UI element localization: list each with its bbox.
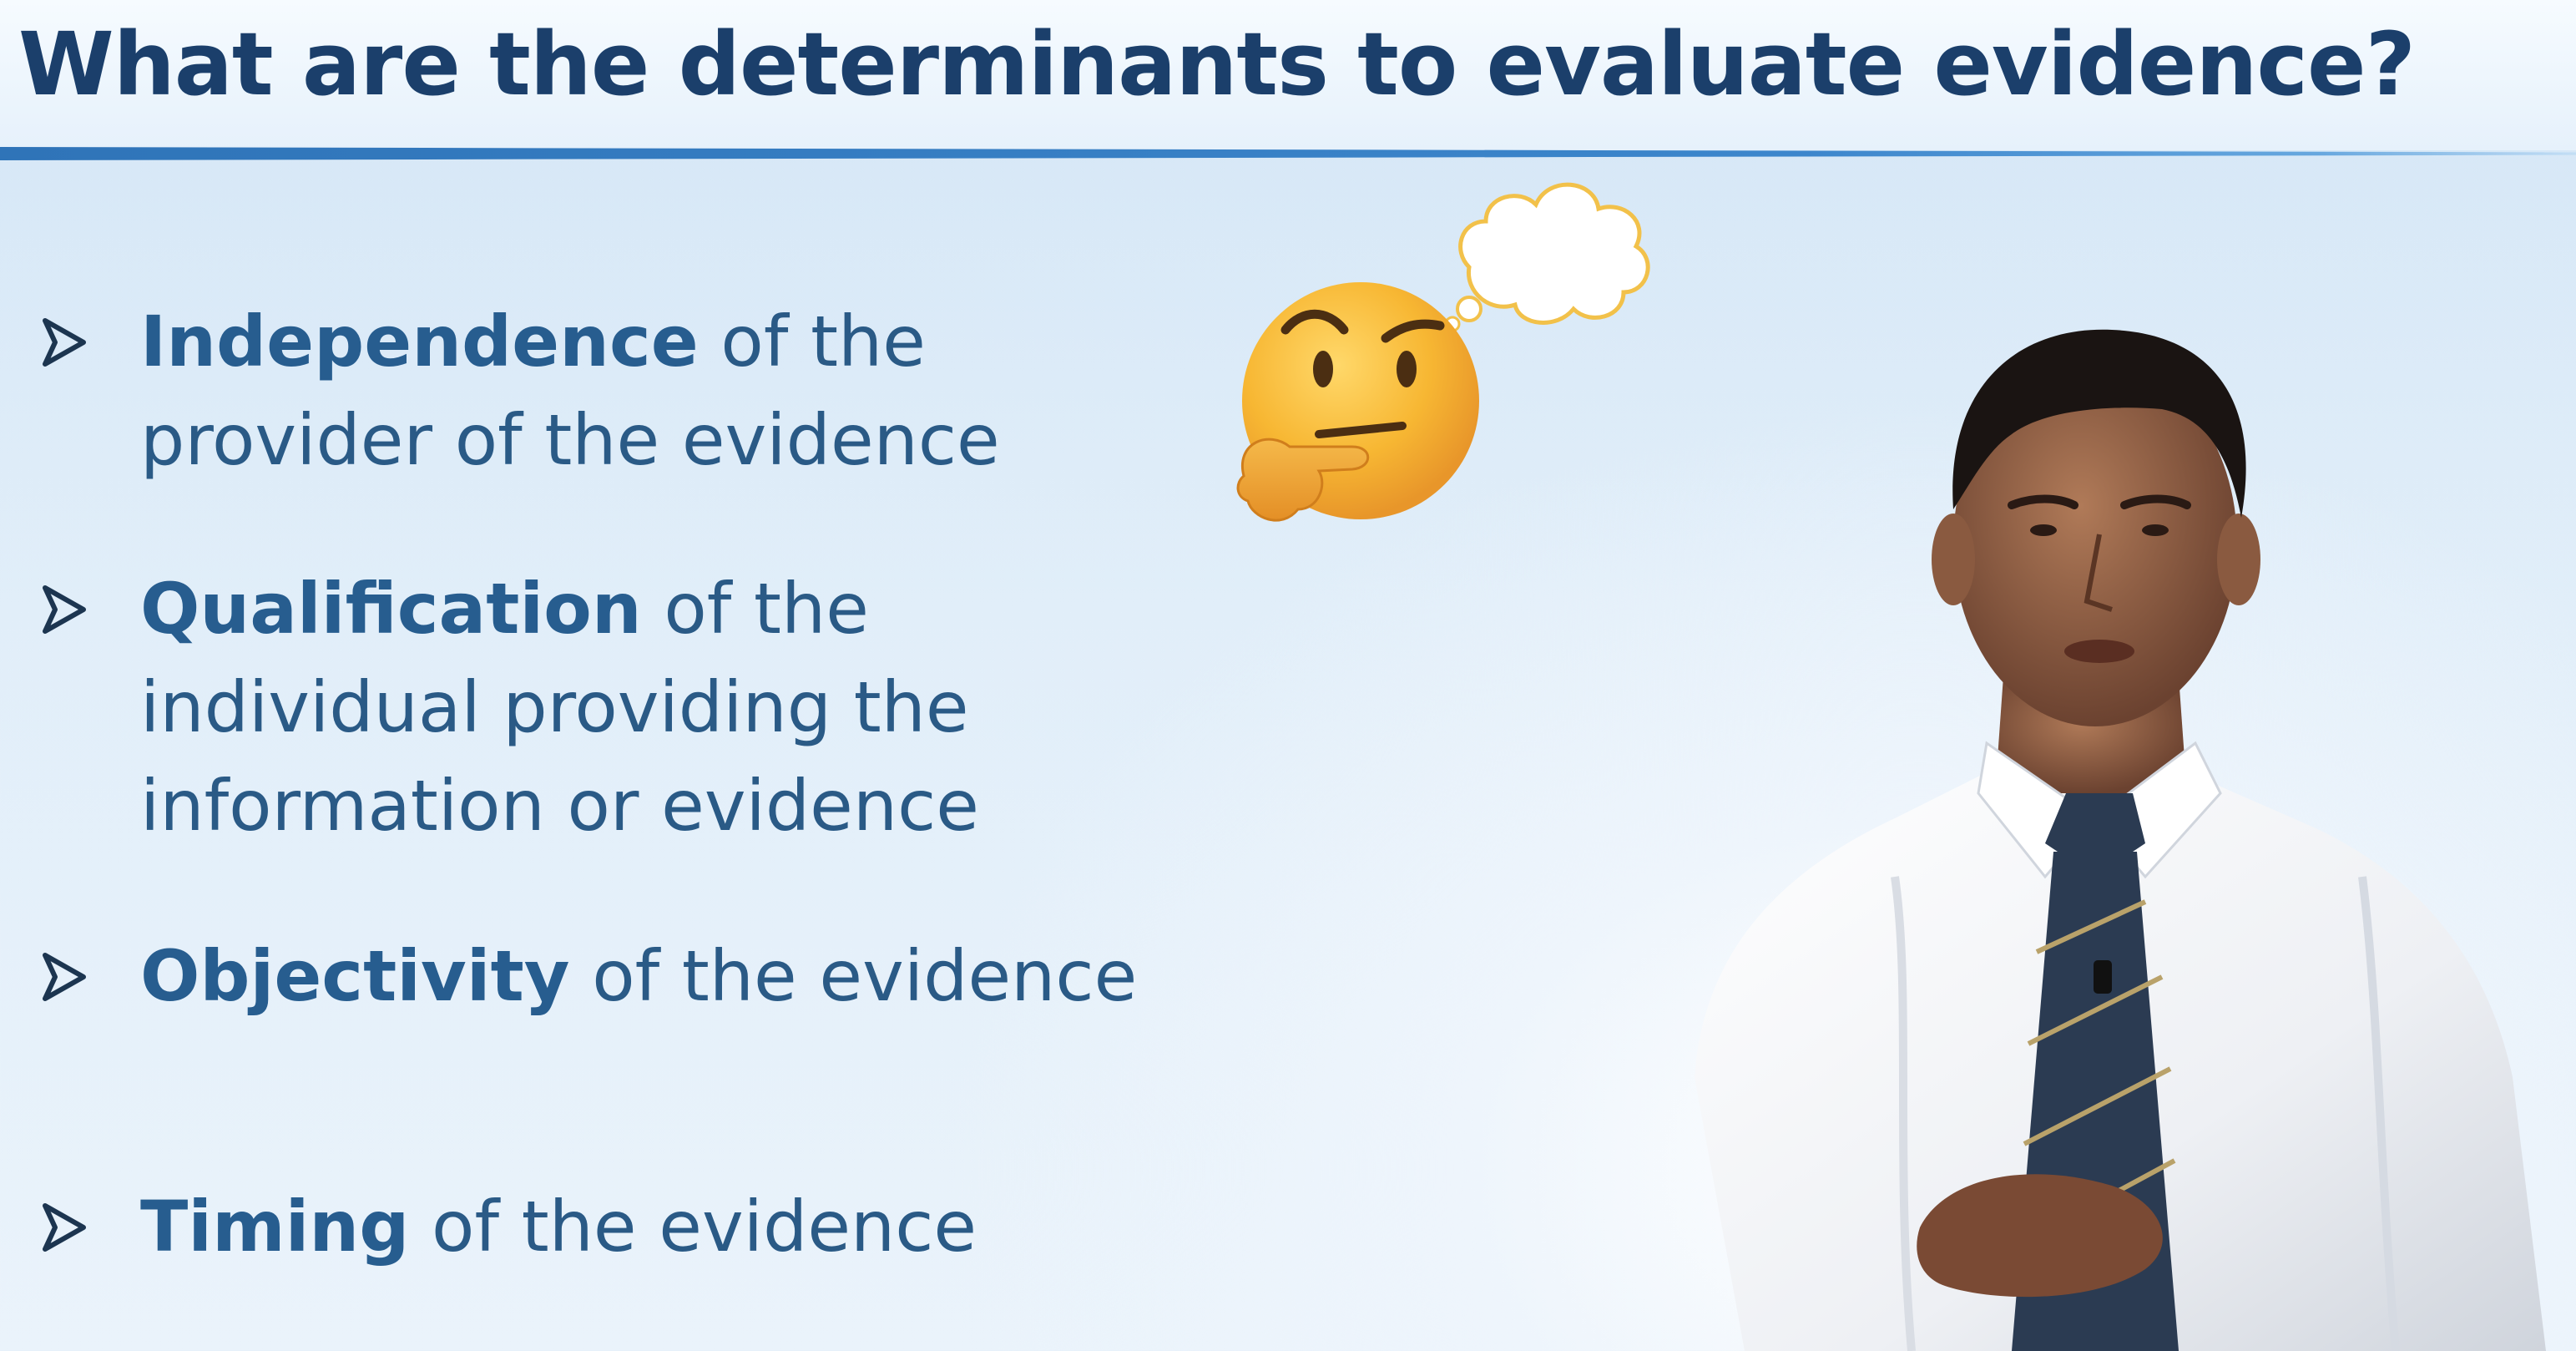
bullet-line: Qualification of the: [140, 559, 869, 658]
presenter-video: [1644, 242, 2576, 1351]
presenter-figure: [1695, 329, 2546, 1351]
bullet-term: Timing: [140, 1186, 410, 1268]
arrow-bullet-icon: [43, 1203, 86, 1252]
arrow-bullet-icon: [43, 953, 86, 1001]
bullet-line: provider of the evidence: [140, 399, 1000, 481]
bullet-line: Independence of the: [140, 292, 926, 391]
arrow-bullet-icon: [43, 318, 86, 367]
bullet-line: information or evidence: [140, 765, 979, 847]
bullet-rest: of the evidence: [569, 935, 1138, 1017]
bullet-rest: of the evidence: [409, 1186, 977, 1268]
bullet-term: Independence: [140, 301, 699, 382]
thinking-emoji-group: [1219, 150, 1686, 551]
arrow-bullet-icon: [43, 585, 86, 634]
bullet-line: Objectivity of the evidence: [140, 927, 1137, 1025]
slide-title: What are the determinants to evaluate ev…: [18, 13, 2416, 115]
bullet-rest: of the: [641, 568, 869, 650]
bullet-rest: of the: [698, 301, 926, 382]
thought-bubble-icon: [1444, 182, 1650, 332]
bullet-line: Timing of the evidence: [140, 1177, 977, 1276]
bullet-term: Objectivity: [140, 935, 570, 1017]
bullet-line: individual providing the: [140, 666, 969, 748]
bullet-term: Qualification: [140, 568, 642, 650]
thinking-face-icon: [1236, 182, 1650, 522]
title-bar: What are the determinants to evaluate ev…: [0, 0, 2576, 150]
